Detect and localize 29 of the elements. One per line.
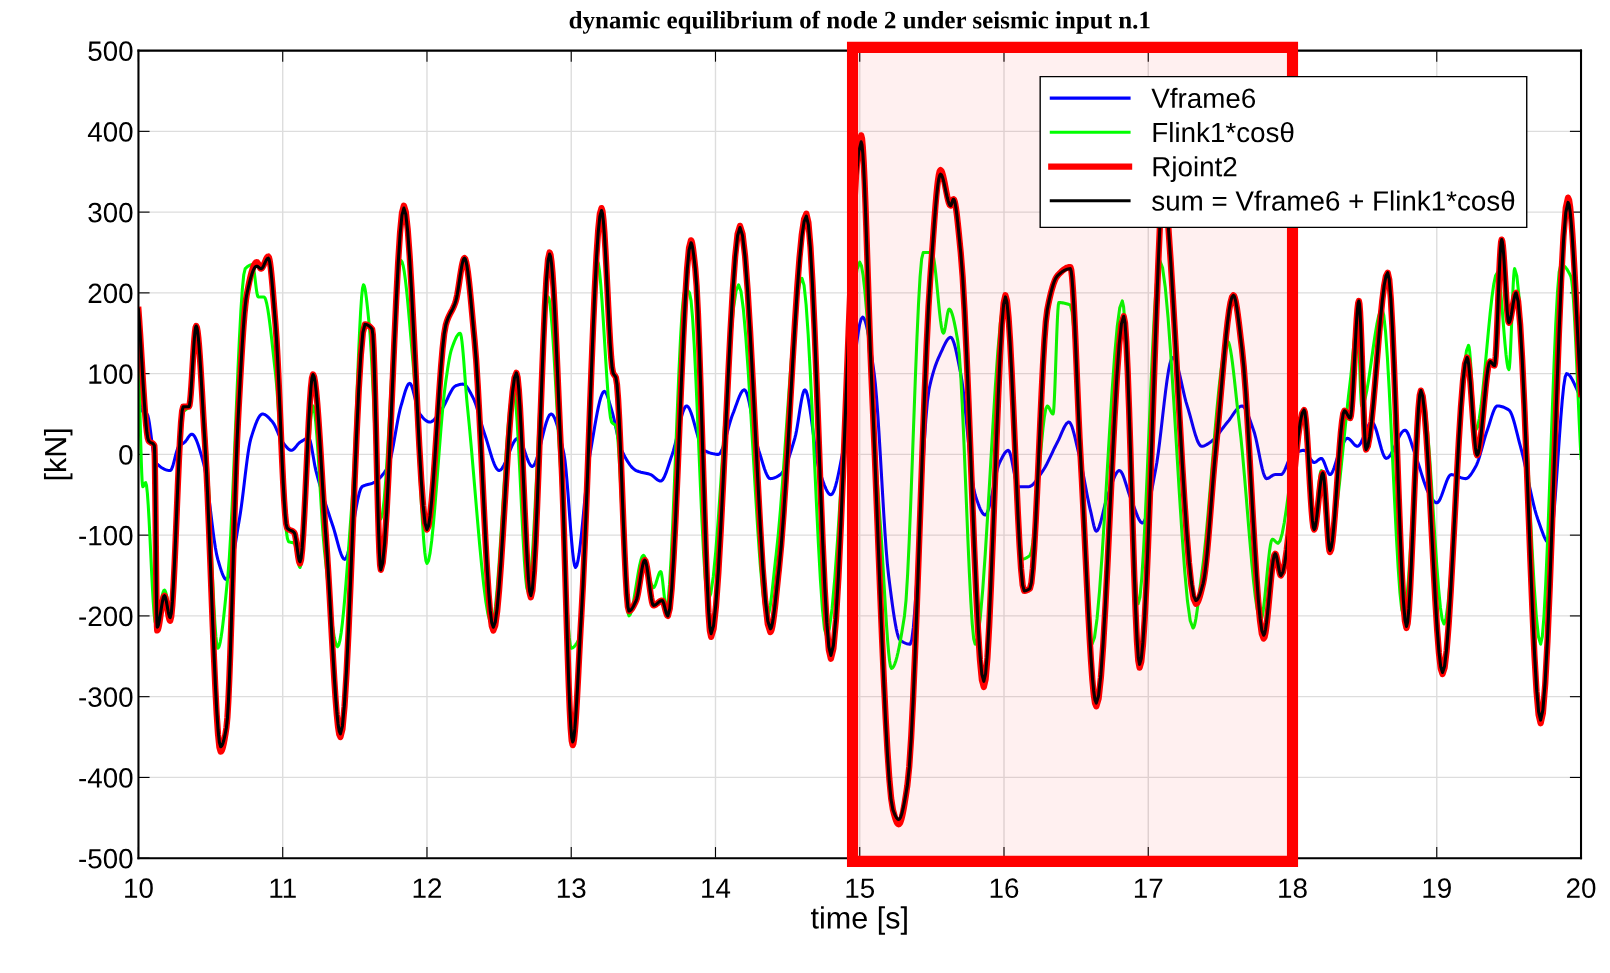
x-tick-label: 20 (1566, 878, 1596, 899)
x-tick-label: 19 (1423, 878, 1451, 899)
y-axis-title: [kN] (43, 429, 73, 480)
x-axis-title: time [s] (810, 906, 907, 935)
y-tick-label: 500 (88, 41, 133, 61)
y-tick-label: -500 (79, 848, 133, 869)
x-tick-label: 14 (702, 878, 731, 898)
y-tick-label: 0 (119, 445, 133, 465)
y-tick-label: 300 (88, 202, 133, 223)
legend-label: sum = Vframe6 + Flink1*cosθ (1152, 190, 1515, 211)
y-tick-label: -200 (79, 606, 133, 627)
y-tick-label: 400 (87, 122, 133, 142)
x-tick-label: 11 (270, 878, 296, 898)
x-tick-label: 17 (1134, 878, 1163, 898)
y-tick-label: 100 (89, 364, 133, 384)
y-tick-label: 200 (88, 283, 133, 304)
x-tick-label: 13 (557, 878, 586, 899)
legend-label: Rjoint2 (1153, 156, 1237, 183)
y-tick-label: -400 (79, 768, 133, 788)
x-tick-label: 15 (846, 878, 875, 899)
x-tick-label: 16 (990, 878, 1019, 899)
x-tick-label: 12 (413, 878, 442, 898)
legend-label: Flink1*cosθ (1153, 121, 1294, 143)
x-tick-label: 10 (125, 878, 153, 899)
y-tick-label: -300 (79, 687, 133, 708)
y-tick-label: -100 (79, 525, 133, 546)
x-tick-label: 18 (1279, 878, 1307, 899)
legend-label: Vframe6 (1151, 87, 1256, 109)
chart-title: dynamic equilibrium of node 2 under seismic input n.1 (569, 10, 1150, 34)
